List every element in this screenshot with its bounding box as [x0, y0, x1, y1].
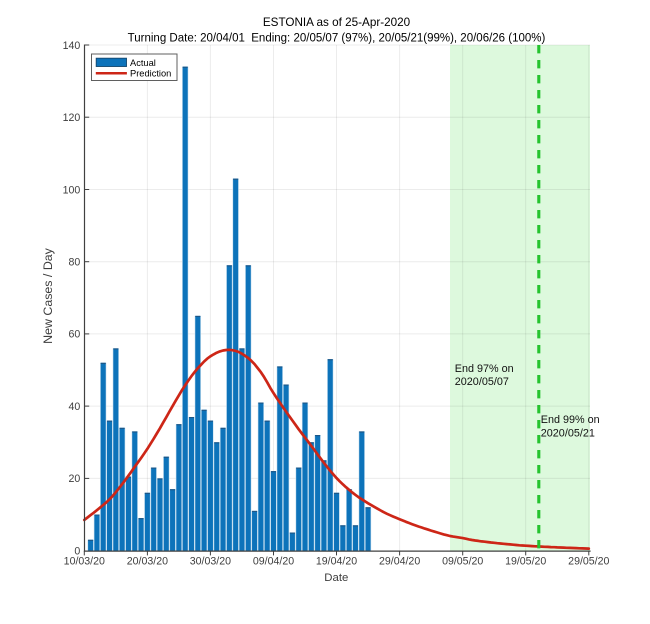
svg-text:2020/05/21: 2020/05/21	[541, 427, 595, 439]
svg-text:100: 100	[63, 184, 81, 196]
svg-text:End 99% on: End 99% on	[541, 414, 600, 426]
svg-text:60: 60	[69, 329, 81, 341]
svg-text:0: 0	[74, 545, 80, 557]
svg-text:29/04/20: 29/04/20	[379, 555, 420, 567]
svg-text:30/03/20: 30/03/20	[190, 555, 231, 567]
svg-text:09/05/20: 09/05/20	[442, 555, 483, 567]
svg-text:29/05/20: 29/05/20	[568, 555, 609, 567]
svg-text:2020/05/07: 2020/05/07	[455, 376, 509, 388]
svg-text:Turning Date: 20/04/01 Ending: Turning Date: 20/04/01 Ending: 20/05/07 …	[128, 33, 546, 45]
svg-text:19/04/20: 19/04/20	[316, 555, 357, 567]
svg-text:80: 80	[69, 257, 81, 269]
svg-text:19/05/20: 19/05/20	[505, 555, 546, 567]
svg-text:New Cases / Day: New Cases / Day	[41, 247, 55, 344]
svg-text:20/03/20: 20/03/20	[127, 555, 168, 567]
svg-text:09/04/20: 09/04/20	[253, 555, 294, 567]
svg-text:10/03/20: 10/03/20	[64, 555, 105, 567]
svg-text:Prediction: Prediction	[130, 69, 171, 79]
svg-text:120: 120	[63, 112, 81, 124]
svg-text:End 97% on: End 97% on	[455, 363, 514, 375]
svg-text:ESTONIA as of 25-Apr-2020: ESTONIA as of 25-Apr-2020	[263, 16, 411, 29]
svg-text:40: 40	[69, 401, 81, 413]
svg-text:Date: Date	[324, 572, 348, 584]
svg-text:20: 20	[69, 473, 81, 485]
svg-text:140: 140	[63, 40, 81, 52]
svg-text:Actual: Actual	[130, 58, 156, 68]
